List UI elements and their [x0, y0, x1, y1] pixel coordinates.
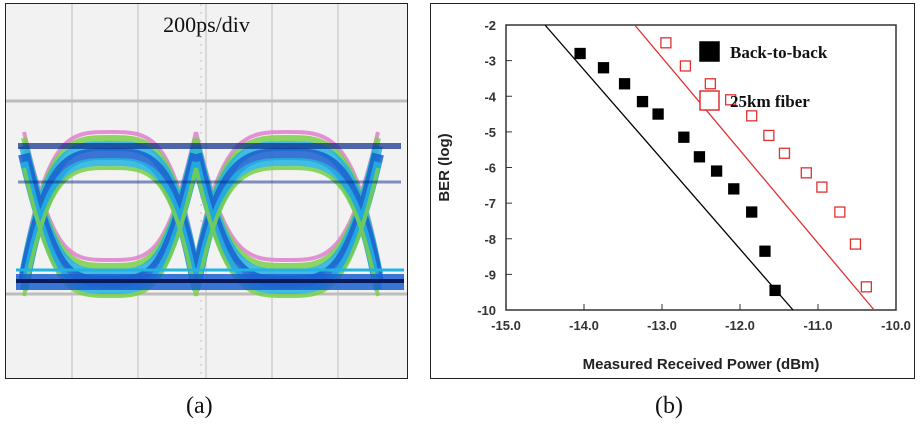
x-tick-label: -13.0	[647, 318, 677, 333]
y-tick-label: -2	[484, 18, 496, 33]
eye-trace-band	[21, 134, 381, 270]
back-to-back-point	[678, 131, 690, 143]
25km-fiber-point	[816, 181, 828, 193]
caption-b: (b)	[655, 393, 683, 419]
25km-fiber-point	[704, 78, 717, 90]
back-to-back-point	[728, 183, 740, 195]
25km-fiber-point	[763, 129, 775, 142]
ber-fit-lines	[544, 24, 875, 311]
eye-diagram	[6, 4, 407, 378]
eye-trace-band	[22, 165, 380, 299]
back-to-back-point	[710, 165, 723, 177]
back-to-back-point	[574, 47, 586, 60]
25km-fiber-point	[860, 281, 873, 293]
back-to-back-point	[636, 95, 649, 108]
eye-time-scale-label: 200ps/div	[163, 12, 250, 37]
back-to-back-point	[618, 78, 631, 90]
y-tick-label: -9	[484, 267, 496, 282]
25km-fiber-point	[746, 110, 758, 122]
x-axis-label: Measured Received Power (dBm)	[583, 356, 820, 373]
legend-label-back-to-back: Back-to-back	[730, 43, 828, 62]
fit-line-25km-fiber	[634, 24, 875, 311]
25km-fiber-point	[679, 60, 692, 72]
ber-axes: -15.0 -14.0 -13.0 -12.0 -11.0 -10.0 -2 -3 -4 -5 -6…	[436, 18, 911, 373]
eye-diagram-panel: 200ps/div	[5, 3, 408, 379]
25km-fiber-point	[778, 147, 791, 159]
25km-fiber-point	[849, 238, 862, 250]
x-tick-label: -12.0	[725, 318, 755, 333]
back-to-back-point	[746, 206, 758, 218]
25km-fiber-point	[660, 37, 672, 49]
eye-graticule	[6, 4, 407, 378]
25km-fiber-point	[800, 167, 812, 179]
y-tick-label: -3	[484, 54, 496, 69]
x-tick-label: -15.0	[491, 318, 521, 333]
back-to-back-point	[693, 151, 706, 163]
legend-marker-back-to-back	[699, 41, 720, 62]
y-tick-label: -5	[484, 125, 496, 140]
back-to-back-point	[597, 62, 610, 74]
y-tick-label: -4	[484, 89, 496, 104]
legend-label-25km-fiber: 25km fiber	[730, 92, 810, 111]
back-to-back-point	[769, 284, 781, 297]
25km-fiber-point	[834, 206, 846, 218]
x-tick-label: -10.0	[881, 318, 911, 333]
y-tick-label: -6	[484, 161, 496, 176]
back-to-back-point	[652, 108, 664, 120]
y-tick-label: -7	[484, 196, 496, 211]
legend-marker-25km-fiber	[699, 90, 720, 111]
back-to-back-point	[759, 245, 771, 257]
25km-fiber-point	[724, 94, 737, 106]
ber-chart: -15.0 -14.0 -13.0 -12.0 -11.0 -10.0 -2 -3 -4 -5 -6…	[436, 18, 911, 373]
ber-chart-panel: -15.0 -14.0 -13.0 -12.0 -11.0 -10.0 -2 -3 -4 -5 -6…	[430, 3, 915, 379]
y-axis-label: BER (log)	[436, 133, 453, 201]
y-tick-label: -10	[477, 303, 496, 318]
x-tick-label: -11.0	[804, 318, 833, 333]
fit-line-back-to-back	[544, 24, 794, 311]
eye-trace-band	[22, 129, 380, 263]
ber-data-points	[574, 37, 873, 297]
eye-traces	[16, 129, 404, 299]
caption-a: (a)	[186, 393, 213, 419]
x-tick-label: -14.0	[569, 318, 599, 333]
ber-legend: Back-to-back 25km fiber	[699, 41, 828, 111]
y-tick-label: -8	[484, 232, 496, 247]
